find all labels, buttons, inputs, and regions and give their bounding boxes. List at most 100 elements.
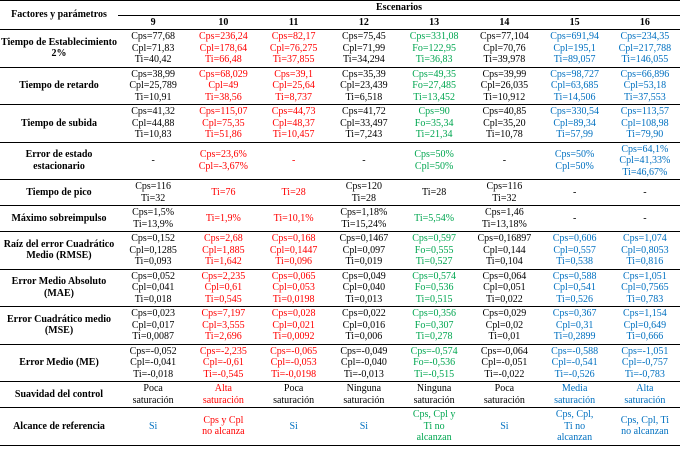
- cell-line: Ti=0,104: [486, 256, 523, 267]
- value-cell: Ti=28: [259, 180, 329, 206]
- table-row: Error de estado estacionario - Cps=23,6% Cp…: [0, 142, 680, 180]
- cell-line: Cpl=0,1285: [129, 244, 177, 256]
- cell-line: Ti=6,518: [345, 91, 383, 103]
- cell-line: Cps=0,588: [552, 270, 597, 282]
- value-cell: Cps=115,07 Cpl=75,35 Ti=51,86: [188, 105, 258, 143]
- value-cell: Cps=38,99 Cpl=25,789 Ti=10,91: [118, 67, 188, 105]
- row-label: Tiempo de Establecimiento 2%: [1, 36, 117, 60]
- cell-line: Cps=113,57: [620, 106, 670, 117]
- cell-line: Cpl=0,557: [553, 244, 596, 256]
- value-cell: Cps=75,45 Cpl=71,99 Ti=34,294: [329, 30, 399, 68]
- cell-line: Fo=0,555: [414, 244, 454, 256]
- value-cell: Ti=1,9%: [188, 206, 258, 232]
- cell-line: Cps=50%: [414, 149, 454, 161]
- cell-line: Cpl=50%: [414, 160, 454, 172]
- value-cell: Ti=28: [399, 180, 469, 206]
- cell-line: Cpl=-0,040: [340, 357, 387, 368]
- value-cell: Cps=41,32 Cpl=44,88 Ti=10,83: [118, 105, 188, 143]
- cell-line: saturación: [483, 394, 525, 406]
- cell-line: Cps=-0,065: [270, 345, 318, 357]
- table-row: Máximo sobreimpulso Cps=1,5% Ti=13,9% Ti=1,…: [0, 205, 680, 232]
- cell-line: Cpl=0,021: [272, 319, 315, 331]
- cell-line: Cps=-0,574: [410, 345, 458, 357]
- value-cell: Cps=82,17 Cpl=76,275 Ti=37,855: [259, 30, 329, 68]
- cell-line: Ti=0,278: [415, 331, 453, 342]
- value-cell: Cps=39,99 Cpl=26,035 Ti=10,912: [469, 67, 539, 105]
- cell-line: Ti=0,527: [415, 256, 453, 267]
- cell-line: Cpl=75,35: [202, 117, 245, 129]
- value-cell: Si: [259, 408, 329, 446]
- cell-line: Fo=27,485: [412, 80, 456, 91]
- cell-line: Ti=0,2899: [553, 331, 596, 342]
- value-cell: Alta saturación: [610, 382, 680, 408]
- table-row: Tiempo de pico Cps=116 Ti=32 Ti=76 Ti=28 Cps=…: [0, 179, 680, 206]
- cell-line: Cpl=44,88: [131, 117, 175, 129]
- value-cell: Si: [329, 408, 399, 446]
- cell-line: Ti=10,1%: [273, 212, 314, 224]
- cell-line: Ti=0,013: [345, 293, 383, 305]
- row-label: Error Cuadrático medio (MSE): [6, 313, 112, 337]
- cell-line: Fo=0,307: [414, 319, 454, 331]
- value-cell: Cps, Cpl, Ti no alcanzan: [540, 408, 610, 446]
- cell-line: Cps=39,1: [274, 68, 313, 80]
- value-cell: Cps=-1,051 Cpl=-0,757 Ti=-0,783: [610, 344, 680, 382]
- cell-line: Ti=0,096: [275, 256, 312, 267]
- cell-line: Cpl=195,1: [553, 42, 596, 54]
- cell-line: Cps=0,597: [412, 233, 456, 244]
- row-label: Tiempo de pico: [26, 186, 92, 198]
- cell-line: saturación: [554, 394, 596, 406]
- cell-line: Cpl=1,885: [202, 244, 245, 256]
- cell-line: Ti=0,093: [134, 256, 172, 267]
- cell-line: Cps=0,152: [131, 233, 175, 244]
- cell-line: no alcanzan: [621, 426, 669, 438]
- cell-line: Cps=0,052: [131, 270, 175, 282]
- cell-line: Ti=15,24%: [341, 218, 387, 230]
- value-cell: Poca saturación: [118, 382, 188, 408]
- value-cell: Cps=1,18% Ti=15,24%: [329, 206, 399, 232]
- cell-line: Cps=39,99: [482, 68, 527, 80]
- cell-line: -: [643, 212, 647, 224]
- cell-line: Cps=68,029: [199, 68, 248, 80]
- cell-line: Cps=2,68: [204, 233, 243, 244]
- cell-line: Ti=28: [281, 186, 306, 198]
- cell-line: Cps=41,32: [131, 106, 175, 117]
- cell-line: Ti=-0,545: [203, 368, 244, 380]
- cell-line: Ti=66,48: [205, 54, 242, 65]
- value-cell: Cps=-0,052 Cpl=-0,041 Ti=-0,018: [118, 344, 188, 382]
- cell-line: Cpl=0,649: [623, 319, 667, 331]
- cell-line: Cps=116: [486, 181, 523, 192]
- value-cell: Poca saturación: [259, 382, 329, 408]
- cell-line: Cpl=0,041: [131, 282, 175, 293]
- value-cell: Cps=41,72 Cpl=33,497 Ti=7,243: [329, 105, 399, 143]
- cell-line: Cpl=0,31: [555, 319, 594, 331]
- cell-line: -: [362, 155, 366, 166]
- cell-line: Cps=90: [418, 106, 450, 117]
- cell-line: Cps=691,94: [550, 31, 599, 42]
- value-cell: Cps=77,104 Cpl=70,76 Ti=39,978: [469, 30, 539, 68]
- cell-line: Cpl=0,017: [131, 319, 175, 331]
- cell-line: Ti no: [564, 420, 586, 432]
- cell-line: Ti=32: [492, 192, 517, 204]
- cell-line: Cps=50%: [554, 149, 595, 161]
- cell-line: Fo=35,34: [414, 117, 454, 129]
- cell-line: Cpl=0,016: [342, 319, 386, 331]
- value-cell: Cps=23,6% Cpl=-3,67%: [188, 142, 258, 180]
- value-cell: Cps=0,028 Cpl=0,021 Ti=0,0092: [259, 307, 329, 345]
- cell-line: Cps=115,07: [199, 106, 248, 117]
- value-cell: Cps=0,049 Cpl=0,040 Ti=0,013: [329, 269, 399, 307]
- cell-line: Ninguna: [416, 383, 452, 394]
- value-cell: Cps=116 Ti=32: [118, 180, 188, 206]
- cell-line: Ti no: [423, 420, 445, 432]
- value-cell: Cps=35,39 Cpl=23,439 Ti=6,518: [329, 67, 399, 105]
- scenario-column-header: 9: [150, 16, 156, 28]
- cell-line: Ti=-0,783: [624, 368, 665, 380]
- cell-line: -: [502, 155, 507, 166]
- row-label: Tiempo de retardo: [19, 80, 99, 91]
- value-cell: Cps=64,1% Cpl=41,33% Ti=46,67%: [610, 142, 680, 180]
- row-label: Alcance de referencia: [13, 420, 105, 432]
- value-cell: Cps=98,727 Cpl=63,685 Ti=14,506: [540, 67, 610, 105]
- cell-line: Cps=75,45: [342, 31, 386, 42]
- cell-line: Cps, Cpl y: [412, 409, 456, 420]
- cell-line: Ti=37,553: [624, 91, 666, 103]
